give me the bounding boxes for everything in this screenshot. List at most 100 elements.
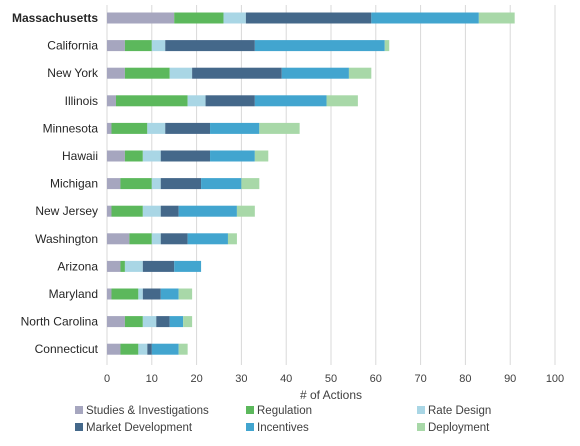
bars xyxy=(107,12,515,355)
x-tick-label: 60 xyxy=(370,373,382,385)
legend-label: Regulation xyxy=(257,405,312,417)
x-tick-labels: 0 10 20 30 40 50 60 70 80 90 100 xyxy=(104,373,564,385)
bar-segment-market-development xyxy=(156,316,170,328)
bar-segment-incentives xyxy=(254,95,327,107)
x-tick-label: 10 xyxy=(146,373,158,385)
bar-segment-regulation xyxy=(115,95,188,107)
category-label: North Carolina xyxy=(21,315,99,329)
legend-swatch xyxy=(75,423,83,431)
bar-segment-rate-design xyxy=(151,233,161,245)
x-tick-label: 90 xyxy=(504,373,516,385)
legend-label: Incentives xyxy=(257,422,309,434)
bar-segment-studies-investigations xyxy=(107,288,112,300)
bar-segment-studies-investigations xyxy=(107,122,112,134)
bar-segment-rate-design xyxy=(142,150,161,162)
bar-segment-rate-design xyxy=(147,122,166,134)
bar-segment-incentives xyxy=(254,40,385,52)
legend-swatch xyxy=(246,423,254,431)
category-labels: Massachusetts California New York Illinois M… xyxy=(12,11,99,356)
bar-segment-deployment xyxy=(178,343,188,355)
bar-segment-incentives xyxy=(187,233,228,245)
legend-swatch xyxy=(246,406,254,414)
legend: Studies & Investigations Regulation Rate D… xyxy=(75,405,491,434)
bar-segment-studies-investigations xyxy=(107,205,112,217)
legend-label: Rate Design xyxy=(428,405,491,417)
x-axis-title: # of Actions xyxy=(300,388,362,402)
legend-label: Market Development xyxy=(86,422,193,434)
legend-swatch xyxy=(75,406,83,414)
bar-segment-regulation xyxy=(120,260,125,272)
bar-segment-market-development xyxy=(160,205,179,217)
bar-segment-incentives xyxy=(281,67,349,79)
bar-segment-regulation xyxy=(174,12,224,24)
bar-segment-incentives xyxy=(210,122,260,134)
bar-segment-regulation xyxy=(120,178,152,190)
x-tick-label: 0 xyxy=(104,373,110,385)
bar-segment-rate-design xyxy=(151,40,166,52)
bar-segment-incentives xyxy=(178,205,237,217)
bar-segment-studies-investigations xyxy=(107,12,175,24)
bar-segment-deployment xyxy=(241,178,260,190)
bar-segment-market-development xyxy=(142,288,161,300)
x-tick-label: 20 xyxy=(190,373,202,385)
gridlines xyxy=(106,5,556,365)
bar-segment-incentives xyxy=(201,178,242,190)
x-tick-label: 80 xyxy=(459,373,471,385)
bar-segment-deployment xyxy=(183,316,193,328)
bar-segment-market-development xyxy=(147,343,152,355)
bar-segment-rate-design xyxy=(151,178,161,190)
bar-segment-studies-investigations xyxy=(107,95,116,107)
bar-segment-rate-design xyxy=(187,95,206,107)
category-label: New York xyxy=(47,66,99,80)
bar-segment-rate-design xyxy=(138,288,143,300)
bar-segment-rate-design xyxy=(169,67,193,79)
x-tick-label: 40 xyxy=(280,373,292,385)
bar-segment-incentives xyxy=(174,260,202,272)
legend-swatch xyxy=(417,423,425,431)
category-label: Hawaii xyxy=(62,149,98,163)
bar-segment-deployment xyxy=(384,40,390,52)
bar-segment-deployment xyxy=(348,67,372,79)
bar-segment-incentives xyxy=(160,288,179,300)
bar-segment-rate-design xyxy=(142,205,161,217)
bar-segment-market-development xyxy=(160,178,202,190)
category-label: New Jersey xyxy=(35,204,98,218)
category-label: Arizona xyxy=(57,259,98,273)
category-label: Minnesota xyxy=(43,121,99,135)
bar-segment-deployment xyxy=(227,233,237,245)
bar-segment-regulation xyxy=(120,343,139,355)
category-label: Massachusetts xyxy=(12,11,98,25)
category-label: Michigan xyxy=(50,177,98,191)
bar-segment-regulation xyxy=(111,288,139,300)
bar-segment-studies-investigations xyxy=(107,178,121,190)
bar-segment-market-development xyxy=(192,67,282,79)
category-label: Maryland xyxy=(49,287,98,301)
x-tick-label: 50 xyxy=(325,373,337,385)
bar-segment-market-development xyxy=(205,95,255,107)
bar-segment-market-development xyxy=(160,150,211,162)
bar-segment-market-development xyxy=(245,12,372,24)
bar-segment-deployment xyxy=(254,150,269,162)
bar-segment-market-development xyxy=(142,260,175,272)
bar-segment-incentives xyxy=(371,12,479,24)
bar-segment-market-development xyxy=(165,40,255,52)
bar-segment-studies-investigations xyxy=(107,316,125,328)
bar-segment-market-development xyxy=(160,233,188,245)
legend-label: Deployment xyxy=(428,422,490,434)
bar-segment-deployment xyxy=(236,205,255,217)
x-tick-label: 30 xyxy=(235,373,247,385)
bar-segment-studies-investigations xyxy=(107,67,125,79)
bar-segment-regulation xyxy=(129,233,152,245)
bar-segment-incentives xyxy=(151,343,179,355)
legend-label: Studies & Investigations xyxy=(86,405,209,417)
bar-segment-rate-design xyxy=(124,260,143,272)
category-label: Washington xyxy=(35,232,98,246)
category-label: Connecticut xyxy=(35,342,99,356)
bar-segment-studies-investigations xyxy=(107,343,121,355)
bar-segment-deployment xyxy=(326,95,358,107)
bar-segment-incentives xyxy=(210,150,255,162)
category-label: California xyxy=(47,39,98,53)
bar-segment-regulation xyxy=(111,205,143,217)
bar-segment-rate-design xyxy=(142,316,157,328)
